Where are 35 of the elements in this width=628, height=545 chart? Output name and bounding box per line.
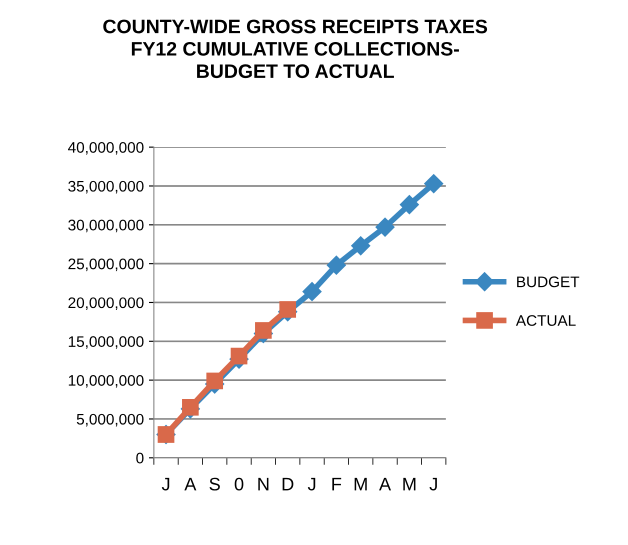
point (351, 236, 370, 256)
point (302, 282, 322, 302)
x-tick-label: M (354, 478, 367, 490)
point (400, 195, 419, 214)
x-tick-label: N (258, 478, 268, 490)
x-tick-label: J (308, 478, 316, 491)
x-tick-label: 0 (234, 478, 244, 491)
y-tick-label: 25,000,000 (68, 258, 144, 272)
chart-title: COUNTY-WIDE GROSS RECEIPTS TAXES FY12 CUMULATIVE COLLECTIONS- BUDGET TO ACTUAL (103, 20, 488, 78)
point (206, 372, 224, 390)
point (376, 218, 395, 237)
y-tick-label: 40,000,000 (68, 142, 144, 155)
point (230, 348, 248, 364)
point (255, 322, 272, 339)
y-tick-label: 15,000,000 (68, 336, 144, 349)
x-tick-label: D (282, 478, 294, 490)
x-tick-label: F (332, 478, 342, 490)
y-tick-label: 5,000,000 (76, 414, 144, 426)
point (182, 398, 199, 416)
x-tick-label: A (379, 478, 392, 490)
y-tick-label: 35,000,000 (68, 180, 144, 194)
x-tick-label: A (184, 478, 196, 490)
x-tick-label: J (162, 478, 170, 491)
legend-label: BUDGET (517, 276, 580, 288)
y-tick-label: 10,000,000 (68, 375, 144, 388)
legend-label: ACTUAL (516, 315, 576, 326)
y-tick-label: 0 (136, 452, 144, 464)
x-tick-label: J (429, 478, 437, 491)
point (424, 174, 444, 194)
x-tick-label: M (403, 478, 416, 490)
point (326, 256, 346, 275)
y-tick-label: 30,000,000 (68, 220, 144, 232)
y-tick-label: 20,000,000 (68, 297, 144, 310)
x-tick-label: S (209, 478, 220, 491)
point (279, 301, 296, 318)
